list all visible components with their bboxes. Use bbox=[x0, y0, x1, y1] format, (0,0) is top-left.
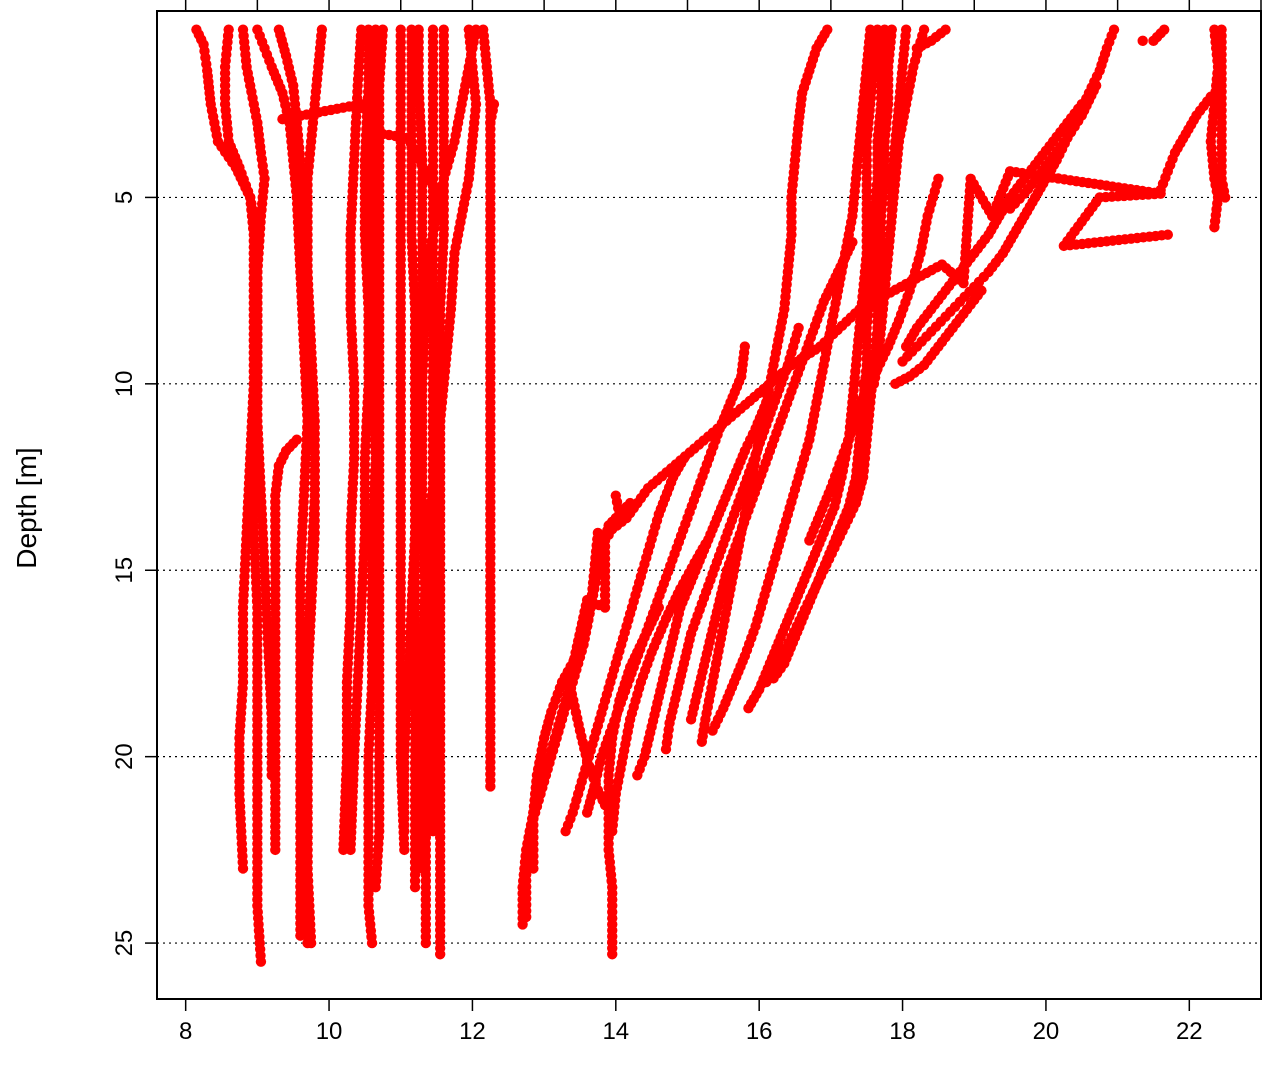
profile-series bbox=[743, 24, 883, 714]
profile-series bbox=[560, 453, 690, 837]
data-point bbox=[1004, 203, 1016, 214]
data-point bbox=[1209, 222, 1220, 233]
profile-series bbox=[564, 166, 1174, 811]
profile-series bbox=[1137, 35, 1148, 47]
data-point bbox=[520, 911, 532, 923]
x-tick-label: 16 bbox=[746, 1018, 773, 1045]
data-point bbox=[761, 676, 772, 688]
profile-series bbox=[632, 397, 772, 781]
data-point bbox=[607, 949, 618, 960]
data-point bbox=[632, 770, 643, 781]
y-tick-label: 10 bbox=[111, 370, 138, 397]
data-points bbox=[191, 24, 1231, 967]
profile-series bbox=[191, 24, 259, 874]
data-point bbox=[660, 744, 672, 755]
y-tick-label: 25 bbox=[111, 930, 138, 957]
data-point bbox=[743, 702, 754, 714]
data-point bbox=[560, 826, 571, 837]
data-point bbox=[1148, 35, 1159, 47]
y-axis-title: Depth [m] bbox=[11, 447, 42, 568]
data-point bbox=[911, 43, 923, 54]
data-point bbox=[528, 863, 539, 874]
data-point bbox=[366, 937, 378, 949]
x-tick-label: 18 bbox=[889, 1018, 916, 1045]
profile-series bbox=[477, 24, 496, 792]
y-tick-label: 20 bbox=[111, 743, 138, 770]
profile-series bbox=[685, 236, 858, 725]
profile-series bbox=[1148, 24, 1170, 47]
plot-frame bbox=[156, 10, 1262, 1000]
y-tick-label: 15 bbox=[111, 557, 138, 584]
data-point bbox=[255, 956, 267, 967]
data-point bbox=[900, 341, 912, 352]
data-point bbox=[420, 937, 432, 949]
profile-series bbox=[911, 24, 951, 54]
profile-series bbox=[707, 24, 876, 736]
data-point bbox=[427, 181, 439, 192]
data-point bbox=[696, 736, 708, 747]
x-tick-label: 12 bbox=[459, 1018, 486, 1045]
data-point bbox=[485, 117, 496, 129]
profile-series bbox=[399, 24, 482, 837]
x-tick-label: 20 bbox=[1033, 1018, 1060, 1045]
x-tick-label: 8 bbox=[179, 1018, 192, 1045]
profile-series bbox=[270, 434, 302, 856]
data-point bbox=[685, 714, 697, 725]
data-point bbox=[607, 826, 618, 837]
x-tick-label: 14 bbox=[602, 1018, 629, 1045]
data-point bbox=[338, 844, 349, 856]
data-point bbox=[370, 881, 381, 893]
data-point bbox=[804, 535, 815, 546]
profile-series bbox=[485, 99, 500, 129]
y-axis: 5 10 15 20 25 bbox=[111, 191, 157, 957]
data-point bbox=[434, 949, 446, 960]
x-tick-label: 10 bbox=[316, 1018, 343, 1045]
data-point bbox=[581, 807, 593, 818]
data-point bbox=[599, 799, 611, 811]
profile-series bbox=[338, 24, 367, 856]
data-point bbox=[345, 844, 356, 856]
profile-series bbox=[1004, 80, 1102, 214]
profile-series bbox=[252, 24, 313, 941]
profile-series bbox=[277, 99, 439, 192]
data-point bbox=[707, 725, 718, 736]
profile-series bbox=[302, 24, 328, 949]
y-tick-label: 5 bbox=[111, 191, 138, 204]
data-point bbox=[399, 844, 410, 856]
data-point bbox=[417, 863, 428, 874]
data-point bbox=[399, 826, 410, 837]
data-point bbox=[409, 881, 421, 893]
x-axis: 8 10 12 14 16 18 20 22 bbox=[179, 999, 1203, 1045]
profile-series bbox=[237, 24, 277, 781]
data-point bbox=[237, 863, 249, 874]
data-point bbox=[897, 356, 908, 367]
profile-series bbox=[1216, 24, 1231, 203]
profile-series bbox=[610, 490, 625, 520]
profile-series bbox=[581, 341, 751, 818]
profile-series bbox=[1155, 91, 1217, 196]
x-tick-label: 22 bbox=[1176, 1018, 1203, 1045]
data-point bbox=[890, 378, 901, 390]
top-axis-ticks bbox=[184, 0, 1262, 11]
data-point bbox=[485, 781, 496, 792]
data-point bbox=[427, 826, 439, 837]
data-point bbox=[1137, 35, 1148, 47]
data-point bbox=[270, 844, 281, 856]
data-point bbox=[302, 937, 313, 949]
data-point bbox=[1219, 192, 1231, 203]
